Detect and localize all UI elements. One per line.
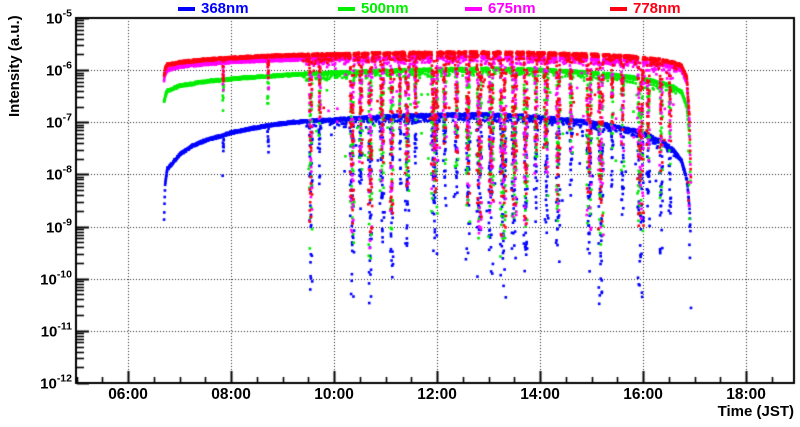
y-tick-label: 10-5 xyxy=(45,7,72,28)
y-tick-label: 10-8 xyxy=(45,163,72,184)
legend-item-368nm: 368nm xyxy=(178,1,249,17)
x-tick-label: 16:00 xyxy=(623,386,663,403)
legend-item-675nm: 675nm xyxy=(465,1,536,17)
legend: 368nm 500nm 675nm 778nm xyxy=(0,0,800,18)
y-axis-title: Intensity (a.u.) xyxy=(6,15,23,117)
legend-line-icon xyxy=(178,7,195,11)
y-tick-label: 10-9 xyxy=(45,216,72,237)
x-axis-title: Time (JST) xyxy=(717,403,794,420)
x-tick-label: 18:00 xyxy=(726,386,766,403)
y-tick-label: 10-6 xyxy=(45,59,72,80)
x-tick-label: 08:00 xyxy=(211,386,251,403)
legend-line-icon xyxy=(465,7,482,11)
y-tick-label: 10-11 xyxy=(40,320,72,341)
legend-item-500nm: 500nm xyxy=(338,1,409,17)
legend-item-label: 778nm xyxy=(633,0,681,17)
legend-line-icon xyxy=(610,7,627,11)
legend-item-label: 368nm xyxy=(201,0,249,17)
legend-item-778nm: 778nm xyxy=(610,1,681,17)
x-tick-label: 14:00 xyxy=(520,386,560,403)
legend-line-icon xyxy=(338,7,355,11)
y-tick-label: 10-7 xyxy=(45,111,72,132)
x-tick-label: 12:00 xyxy=(417,386,457,403)
y-tick-label: 10-12 xyxy=(40,372,72,393)
legend-item-label: 500nm xyxy=(361,0,409,17)
legend-item-label: 675nm xyxy=(488,0,536,17)
x-tick-label: 06:00 xyxy=(108,386,148,403)
y-tick-label: 10-10 xyxy=(40,268,72,289)
x-tick-label: 10:00 xyxy=(314,386,354,403)
